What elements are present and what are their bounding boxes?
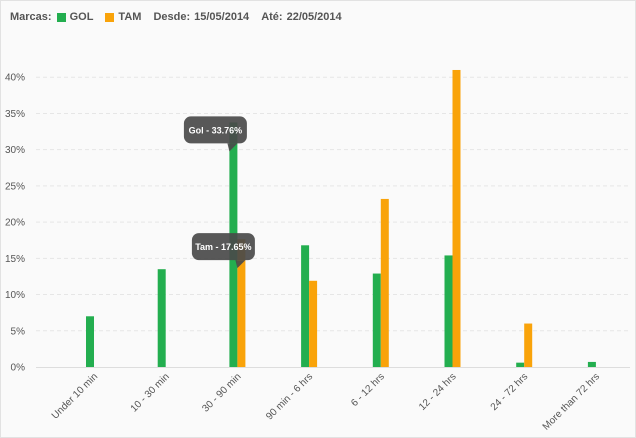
- from-date: 15/05/2014: [194, 11, 250, 23]
- y-tick-label: 40%: [5, 73, 25, 84]
- x-tick-label: 12 - 24 hrs: [417, 371, 459, 413]
- y-tick-label: 25%: [5, 181, 25, 192]
- chart-header: Marcas: GOL TAM Desde: 15/05/2014 Até: 2…: [10, 11, 354, 23]
- x-tick-label: More than 72 hrs: [541, 371, 602, 432]
- bar-tam[interactable]: [380, 198, 389, 367]
- bar-gol[interactable]: [301, 245, 310, 367]
- y-tick-label: 0%: [11, 363, 26, 374]
- legend-swatch-gol: [56, 12, 66, 22]
- tooltip-box: [191, 233, 255, 261]
- tooltip-box: [183, 116, 247, 144]
- from-label: Desde:: [153, 11, 191, 23]
- bar-gol[interactable]: [157, 269, 166, 367]
- x-tick-label: 10 - 30 min: [129, 371, 172, 414]
- x-tick-label: 6 - 12 hrs: [349, 371, 387, 409]
- to-label: Até:: [261, 11, 283, 23]
- bar-gol[interactable]: [372, 273, 381, 367]
- y-tick-label: 35%: [5, 109, 25, 120]
- legend-label-tam[interactable]: TAM: [118, 11, 142, 23]
- legend-swatch-tam: [105, 12, 115, 22]
- tooltip-text: Gol - 33.76%: [189, 125, 243, 135]
- tooltip-pointer: [227, 143, 238, 152]
- y-tick-label: 20%: [5, 218, 25, 229]
- y-tick-label: 30%: [5, 145, 25, 156]
- x-tick-label: 90 min - 6 hrs: [264, 371, 315, 422]
- x-tick-label: 30 - 90 min: [200, 371, 243, 414]
- bar-tam[interactable]: [309, 280, 318, 367]
- bar-tam[interactable]: [452, 69, 461, 367]
- bar-tam[interactable]: [524, 323, 533, 367]
- y-tick-label: 15%: [5, 254, 25, 265]
- tooltip-text: Tam - 17.65%: [195, 242, 251, 252]
- bar-tam[interactable]: [237, 239, 246, 367]
- y-tick-label: 5%: [11, 326, 26, 337]
- bar-gol[interactable]: [587, 361, 596, 367]
- bar-gol[interactable]: [86, 316, 94, 367]
- bar-gol[interactable]: [444, 255, 453, 367]
- legend-label-gol[interactable]: GOL: [69, 11, 94, 23]
- x-tick-label: Under 10 min: [50, 371, 100, 421]
- to-date: 22/05/2014: [286, 11, 342, 23]
- x-tick-label: 24 - 72 hrs: [489, 371, 531, 413]
- brands-label: Marcas:: [10, 11, 52, 23]
- bar-gol[interactable]: [516, 362, 525, 367]
- tooltip-pointer: [235, 260, 246, 269]
- tooltip: Gol - 33.76%: [183, 116, 247, 152]
- y-tick-label: 10%: [5, 290, 25, 301]
- tooltip: Tam - 17.65%: [191, 233, 255, 269]
